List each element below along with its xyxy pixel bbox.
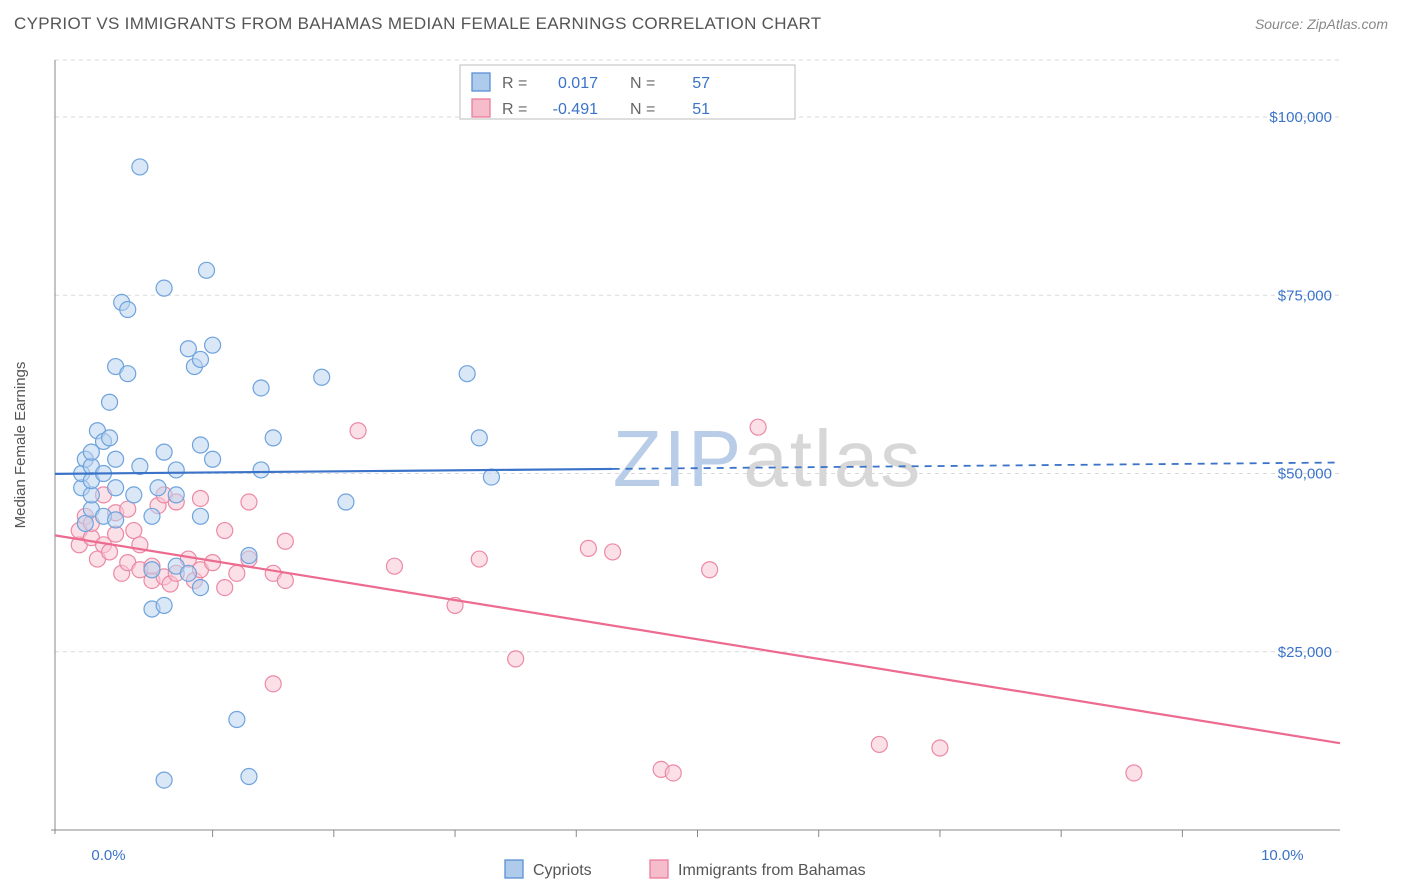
legend-n-value: 57 [692,75,710,92]
legend-r-label: R = [502,75,527,92]
scatter-chart: ZIPatlas 0.0% 10.0% $25,000 $50,000 $75,000 $1… [0,40,1406,892]
chart-title: CYPRIOT VS IMMIGRANTS FROM BAHAMAS MEDIA… [14,14,821,34]
chart-container: ZIPatlas 0.0% 10.0% $25,000 $50,000 $75,000 $1… [0,40,1406,892]
y-axis-label: Median Female Earnings [12,362,29,529]
watermark: ZIPatlas [613,414,922,503]
legend-swatch [472,99,490,117]
y-tick-label: $25,000 [1278,644,1332,661]
legend-swatch [472,73,490,91]
x-tick-label: 0.0% [91,847,125,864]
source-attribution: Source: ZipAtlas.com [1255,16,1388,32]
legend-series-label: Immigrants from Bahamas [678,862,866,879]
y-tick-label: $75,000 [1278,287,1332,304]
legend-r-value: 0.017 [558,75,598,92]
legend-swatch [505,860,523,878]
chart-header: CYPRIOT VS IMMIGRANTS FROM BAHAMAS MEDIA… [0,0,1406,40]
legend-n-label: N = [630,75,655,92]
legend-r-value: -0.491 [553,101,598,118]
legend-series-label: Cypriots [533,862,592,879]
legend-r-label: R = [502,101,527,118]
legend-n-label: N = [630,101,655,118]
legend-n-value: 51 [692,101,710,118]
y-tick-label: $50,000 [1278,466,1332,483]
legend-swatch [650,860,668,878]
x-tick-label: 10.0% [1261,847,1304,864]
y-tick-label: $100,000 [1269,109,1332,126]
trend-line [55,535,1340,743]
